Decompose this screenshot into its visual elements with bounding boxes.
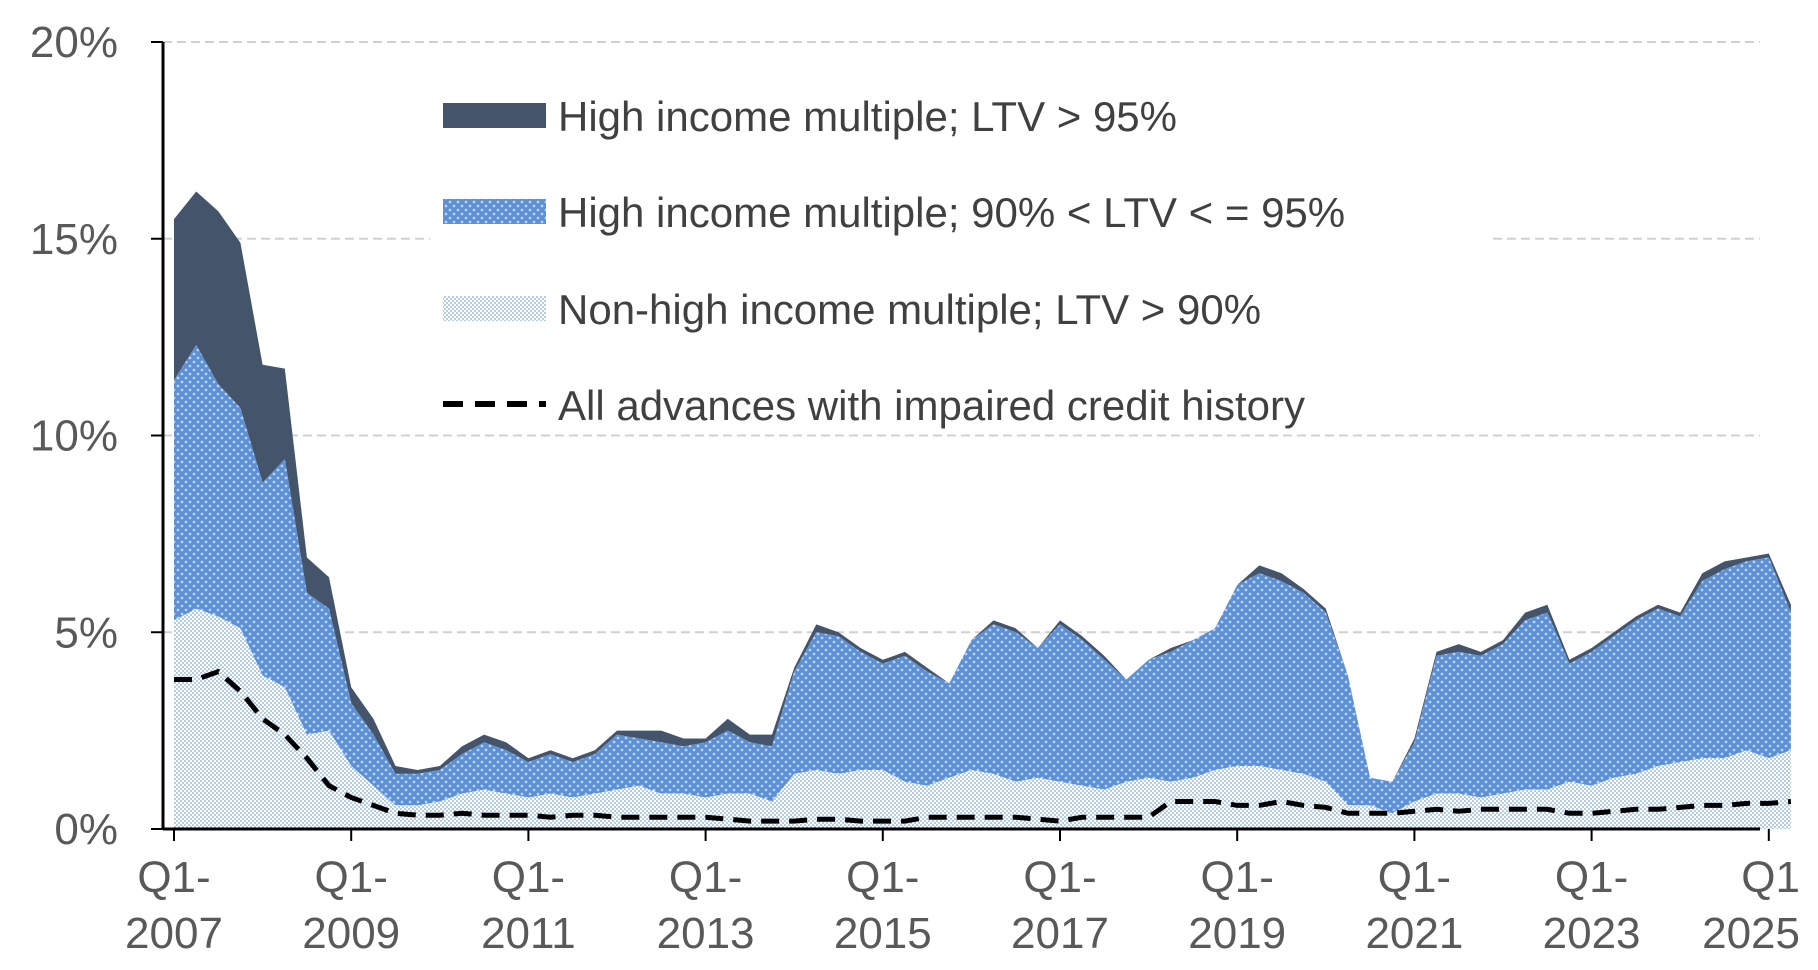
x-tick-label-year: 2021 [1365,909,1463,958]
x-tick-label-year: 2007 [125,909,223,958]
y-tick-label: 10% [30,412,118,461]
impaired-line [174,668,1792,824]
legend-item-nonhigh-ltv-90: Non-high income multiple; LTV > 90% [443,286,1261,333]
x-tick-label-top: Q1- [669,853,742,902]
x-tick-label-top: Q1- [1201,853,1274,902]
y-tick-label: 0% [54,805,118,854]
legend-swatch-high-ltv-90-95 [443,199,546,224]
x-tick-label-year: 2013 [657,909,755,958]
x-tick-label-top: Q1 [1741,853,1800,902]
legend-swatch-high-ltv-95 [443,103,546,128]
x-ticks: Q1- 2007 Q1- 2009 Q1- 2011 Q1- 2013 Q1- 2015 Q1- 20… [125,829,1800,958]
legend-label-high-ltv-90-95: High income multiple; 90% < LTV < = 95% [558,189,1345,236]
legend-label-high-ltv-95: High income multiple; LTV > 95% [558,93,1177,140]
x-tick-label-year: 2025 [1702,909,1800,958]
x-tick-label-year: 2019 [1188,909,1286,958]
x-tick-label-year: 2011 [481,909,576,958]
x-tick-label-year: 2023 [1543,909,1641,958]
y-tick-label: 5% [54,608,118,657]
x-tick-label-year: 2017 [1011,909,1109,958]
x-tick-label-top: Q1- [1378,853,1451,902]
legend-item-high-ltv-95: High income multiple; LTV > 95% [443,93,1177,140]
legend-background [430,55,1490,430]
x-tick-label-top: Q1- [1023,853,1096,902]
area-series [174,191,1791,829]
y-ticks: 0% 5% 10% 15% 20% [30,18,163,854]
area-nonhigh-ltv-90 [174,608,1791,829]
x-tick-label-top: Q1- [492,853,565,902]
x-tick-label-top: Q1- [846,853,919,902]
y-tick-label: 20% [30,18,118,67]
legend-item-impaired: All advances with impaired credit histor… [443,382,1305,429]
y-tick-label: 15% [30,215,118,264]
impaired-line-group [174,668,1792,824]
legend-label-nonhigh-ltv-90: Non-high income multiple; LTV > 90% [558,286,1261,333]
area-high-ltv-90-95 [174,345,1791,814]
x-tick-label-year: 2009 [302,909,400,958]
legend-swatch-nonhigh-ltv-90 [443,296,546,321]
x-tick-label-top: Q1- [1555,853,1628,902]
x-tick-label-top: Q1- [137,853,210,902]
legend-label-impaired: All advances with impaired credit histor… [558,382,1305,429]
legend: High income multiple; LTV > 95% High inc… [430,55,1490,430]
x-tick-label-top: Q1- [315,853,388,902]
x-tick-label-year: 2015 [834,909,932,958]
legend-item-high-ltv-90-95: High income multiple; 90% < LTV < = 95% [443,189,1345,236]
